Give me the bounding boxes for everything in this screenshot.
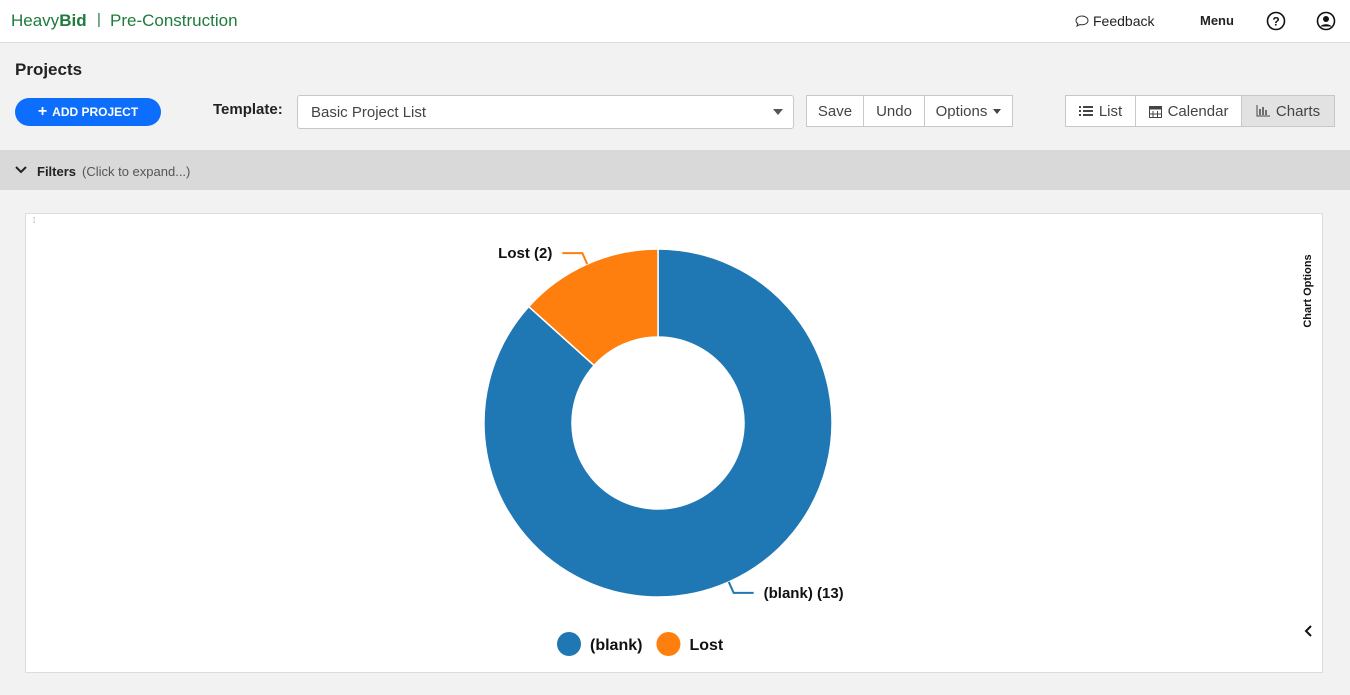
plus-icon: +	[37, 103, 48, 120]
data-label: (blank) (13)	[764, 585, 844, 602]
legend-swatch	[656, 632, 681, 656]
menu-button[interactable]: Menu	[1200, 13, 1234, 28]
view-button-label: Calendar	[1167, 102, 1229, 120]
action-button[interactable]: Undo	[863, 95, 925, 127]
dropdown-caret	[773, 109, 783, 115]
action-button-label: Save	[817, 102, 853, 120]
brand-bold: Bid	[59, 11, 87, 30]
template-value: Basic Project List	[311, 104, 427, 121]
donut-slice	[527, 248, 659, 367]
leader-line	[562, 252, 589, 265]
add-project-label: ADD PROJECT	[52, 105, 139, 119]
feedback-icon	[1075, 15, 1089, 27]
view-button-icon	[1256, 105, 1270, 117]
chevron-down	[15, 166, 27, 174]
action-button[interactable]: Options	[924, 95, 1013, 127]
legend-entry: Lost	[689, 637, 723, 654]
svg-text:?: ?	[1272, 15, 1279, 29]
user-icon[interactable]	[1316, 11, 1336, 31]
donut-slice	[483, 248, 833, 598]
legend-entry: (blank)	[590, 637, 642, 654]
data-label: Lost (2)	[498, 245, 552, 262]
chart-options-tab[interactable]: Chart Options	[1302, 254, 1314, 327]
add-project-button[interactable]: + ADD PROJECT	[15, 98, 161, 126]
action-button-label: Undo	[876, 102, 912, 120]
top-bar: HeavyBid | Pre-Construction Feedback Men…	[0, 0, 1350, 43]
drag-handle[interactable]: ⁞	[33, 216, 35, 225]
help-icon[interactable]: ?	[1266, 11, 1286, 31]
feedback-link[interactable]: Feedback	[1093, 13, 1155, 29]
leader-line	[727, 581, 754, 594]
product-name: Pre-Construction	[110, 11, 238, 30]
action-button[interactable]: Save	[806, 95, 864, 127]
filters-bar[interactable]: Filters (Click to expand...)	[0, 150, 1350, 190]
collapse-arrow[interactable]	[1304, 625, 1312, 637]
chart: ⁞ Chart Options (blank) (13) Lost (2) (bla…	[33, 216, 1314, 656]
action-button-label: Options	[935, 102, 988, 120]
brand-light: Heavy	[11, 11, 60, 30]
view-button[interactable]: Charts	[1241, 95, 1335, 127]
separator: |	[97, 11, 101, 28]
caret	[993, 108, 1002, 114]
brand[interactable]: HeavyBid	[11, 11, 87, 31]
view-button[interactable]: Calendar	[1135, 95, 1242, 127]
view-button-label: Charts	[1275, 102, 1321, 120]
filters-hint: (Click to expand...)	[82, 164, 191, 179]
template-label: Template:	[213, 101, 283, 118]
view-button-icon	[1148, 105, 1162, 118]
view-button-label: List	[1098, 102, 1123, 120]
filters-label: Filters	[37, 164, 77, 179]
view-button-icon	[1078, 105, 1093, 117]
page-title: Projects	[15, 60, 83, 79]
legend-swatch	[557, 632, 581, 656]
template-select[interactable]: Basic Project List	[297, 95, 794, 129]
view-button[interactable]: List	[1065, 95, 1136, 127]
